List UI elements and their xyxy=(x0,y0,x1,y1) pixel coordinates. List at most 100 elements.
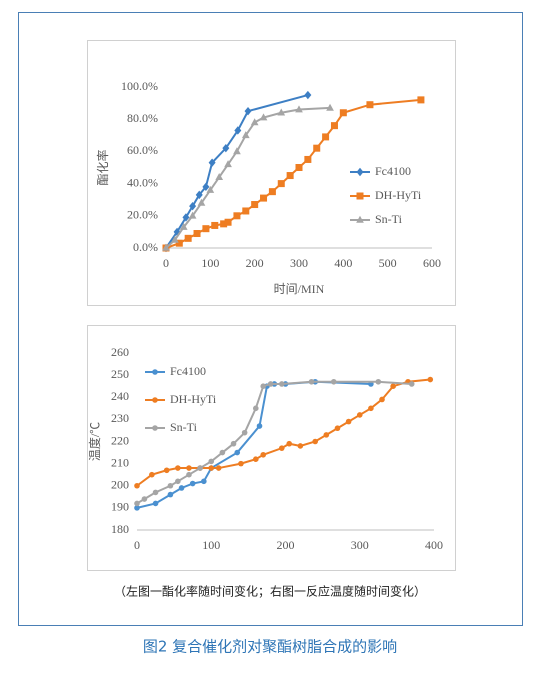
marker xyxy=(267,381,274,387)
marker xyxy=(234,126,242,135)
y-tick-label: 40.0% xyxy=(127,175,158,189)
y-tick-label: 240 xyxy=(111,389,129,403)
marker xyxy=(189,480,196,487)
marker xyxy=(286,172,294,180)
marker xyxy=(375,378,382,385)
marker xyxy=(253,405,259,412)
legend-label: Sn-Ti xyxy=(375,212,403,226)
marker xyxy=(295,105,303,113)
marker xyxy=(224,218,232,226)
marker xyxy=(251,201,259,209)
marker xyxy=(304,155,312,163)
marker xyxy=(197,198,206,206)
marker xyxy=(175,478,181,485)
marker xyxy=(189,201,197,211)
marker xyxy=(141,496,148,502)
marker xyxy=(427,376,434,383)
marker xyxy=(208,465,215,471)
x-tick-label: 100 xyxy=(201,256,219,270)
marker xyxy=(202,182,210,192)
y-tick-label: 180 xyxy=(111,522,129,536)
x-tick-label: 300 xyxy=(290,256,308,270)
marker xyxy=(295,164,303,171)
marker xyxy=(186,471,192,478)
marker xyxy=(368,405,374,412)
legend-label: Sn-Ti xyxy=(170,420,198,434)
x-tick-label: 100 xyxy=(202,538,220,552)
x-tick-label: 400 xyxy=(425,538,443,552)
marker xyxy=(278,381,285,387)
marker xyxy=(230,440,237,447)
marker xyxy=(195,190,203,200)
y-tick-label: 190 xyxy=(111,500,129,514)
marker xyxy=(277,108,286,116)
marker xyxy=(260,451,267,458)
marker xyxy=(193,230,201,238)
marker xyxy=(188,211,197,219)
marker xyxy=(242,207,250,215)
marker xyxy=(197,465,203,471)
y-tick-label: 80.0% xyxy=(127,111,158,125)
marker xyxy=(219,449,226,456)
marker xyxy=(330,122,338,130)
marker xyxy=(211,221,219,229)
marker xyxy=(322,133,330,141)
caption: （左图一酯化率随时间变化；右图一反应温度随时间变化） xyxy=(114,584,426,599)
marker xyxy=(184,234,192,242)
marker xyxy=(260,194,268,202)
x-tick-label: 0 xyxy=(134,538,140,552)
marker xyxy=(253,456,259,463)
x-tick-label: 200 xyxy=(277,538,295,552)
y-tick-label: 210 xyxy=(111,455,129,469)
marker xyxy=(134,505,140,511)
marker xyxy=(233,147,241,155)
marker xyxy=(278,445,285,451)
marker xyxy=(220,220,228,228)
legend-label: DH-HyTi xyxy=(170,392,217,406)
marker xyxy=(167,482,174,489)
x-tick-label: 400 xyxy=(334,256,352,270)
marker xyxy=(208,458,215,465)
marker xyxy=(268,188,276,196)
marker xyxy=(222,143,230,153)
marker xyxy=(304,90,312,100)
chart-frame xyxy=(87,40,456,306)
marker xyxy=(366,101,374,109)
marker xyxy=(175,239,183,247)
marker xyxy=(345,418,352,425)
y-axis-label: 温度/℃ xyxy=(87,422,102,461)
marker xyxy=(241,429,248,436)
marker xyxy=(297,443,304,449)
marker xyxy=(175,465,181,471)
x-tick-label: 600 xyxy=(423,256,441,270)
y-tick-label: 220 xyxy=(111,433,129,447)
marker xyxy=(163,467,170,474)
y-tick-label: 230 xyxy=(111,411,129,425)
x-tick-label: 500 xyxy=(379,256,397,270)
y-tick-label: 20.0% xyxy=(127,208,158,222)
marker xyxy=(323,432,330,438)
marker xyxy=(201,478,207,485)
marker xyxy=(134,500,140,507)
marker xyxy=(186,465,192,471)
y-tick-label: 200 xyxy=(111,478,129,492)
marker xyxy=(152,369,158,375)
x-tick-label: 200 xyxy=(246,256,264,270)
marker xyxy=(390,383,396,389)
marker xyxy=(417,96,425,104)
marker xyxy=(379,396,385,403)
marker xyxy=(215,172,224,180)
marker xyxy=(356,215,364,223)
marker xyxy=(334,425,341,432)
y-tick-label: 250 xyxy=(111,367,129,381)
x-tick-label: 0 xyxy=(163,256,169,270)
chart-frame xyxy=(87,325,456,571)
marker xyxy=(224,160,232,168)
marker xyxy=(326,103,334,111)
marker xyxy=(202,225,210,233)
figure-title: 图2 复合催化剂对聚酯树脂合成的影响 xyxy=(143,638,397,656)
marker xyxy=(179,222,188,230)
marker xyxy=(244,106,252,116)
marker xyxy=(234,449,241,456)
